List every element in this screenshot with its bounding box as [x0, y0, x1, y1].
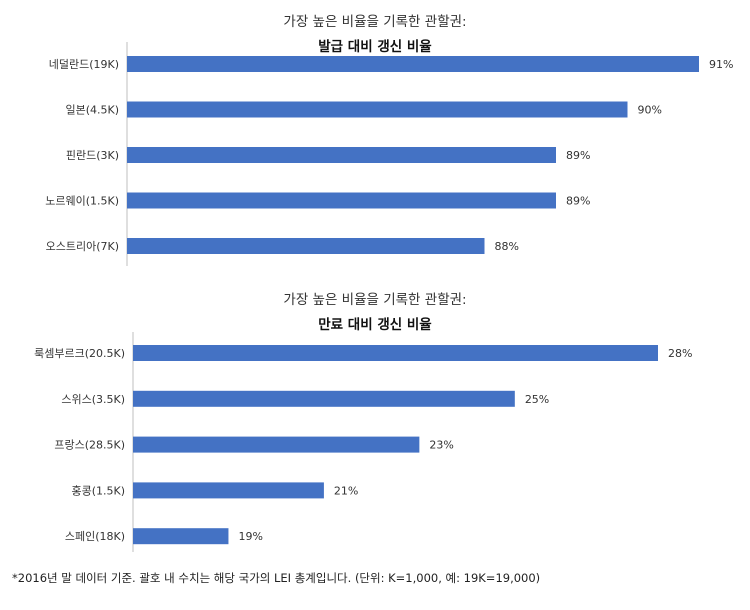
- chart2-bar: [133, 528, 229, 545]
- chart1-title-line1: 가장 높은 비율을 기록한 관할권:: [283, 14, 467, 30]
- chart2-bar: [133, 390, 515, 407]
- chart2-title-line2: 만료 대비 갱신 비율: [318, 317, 432, 333]
- chart2-category-label: 프랑스(28.5K): [54, 439, 125, 452]
- chart2-value-label: 25%: [525, 393, 549, 406]
- chart1-category-label: 네덜란드(19K): [49, 58, 119, 71]
- chart2-category-label: 홍콩(1.5K): [71, 483, 125, 497]
- chart2-value-label: 28%: [668, 347, 692, 360]
- chart1-bar: [127, 147, 556, 163]
- chart2-value-label: 19%: [238, 530, 262, 543]
- chart1-value-label: 89%: [566, 195, 590, 208]
- chart1-plot: 네덜란드(19K) 91% 일본(4.5K) 90% 핀란드(3K) 89% 노르웨이(1.…: [45, 42, 733, 266]
- chart2-category-label: 룩셈부르크(20.5K): [34, 347, 125, 360]
- chart2-bar: [133, 436, 420, 453]
- chart1-category-label: 노르웨이(1.5K): [45, 195, 119, 208]
- chart2-title-line1: 가장 높은 비율을 기록한 관할권:: [283, 292, 467, 308]
- chart2-category-label: 스위스(3.5K): [61, 393, 125, 406]
- chart1-bar: [127, 101, 628, 118]
- chart2-bar: [133, 482, 324, 499]
- chart1-bar: [127, 192, 556, 209]
- chart2-category-label: 스페인(18K): [65, 530, 125, 543]
- chart1-value-label: 88%: [495, 240, 519, 253]
- chart2-value-label: 21%: [334, 484, 358, 497]
- chart1-category-label: 일본(4.5K): [65, 103, 119, 117]
- chart1-value-label: 90%: [638, 104, 662, 117]
- chart1-category-label: 핀란드(3K): [66, 149, 119, 162]
- chart2-bar: [133, 345, 658, 361]
- chart1-category-label: 오스트리아(7K): [46, 240, 119, 253]
- chart1-bar: [127, 56, 699, 72]
- chart1-title-line2: 발급 대비 갱신 비율: [318, 39, 432, 55]
- chart2-plot: 룩셈부르크(20.5K) 28% 스위스(3.5K) 25% 프랑스(28.5K) 23%…: [34, 332, 692, 552]
- footnote: *2016년 말 데이터 기준. 괄호 내 수치는 해당 국가의 LEI 총계입…: [12, 571, 541, 585]
- chart1-value-label: 89%: [566, 149, 590, 162]
- chart2-value-label: 23%: [429, 439, 453, 452]
- chart1-value-label: 91%: [709, 58, 733, 71]
- chart1-bar: [127, 238, 485, 254]
